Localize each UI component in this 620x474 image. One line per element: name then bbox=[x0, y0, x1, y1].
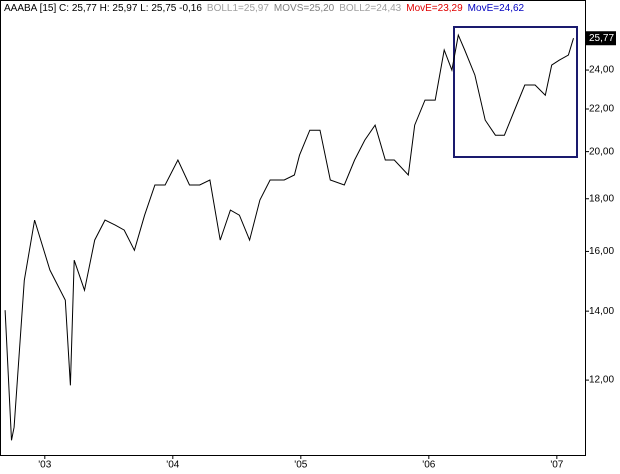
y-tick-label: 22,00 bbox=[589, 104, 614, 115]
y-tick-label: 18,00 bbox=[589, 193, 614, 204]
last-value-box bbox=[586, 31, 616, 46]
indicator: MovE=24,62 bbox=[468, 3, 525, 14]
x-tick-label: '05 bbox=[294, 460, 307, 471]
last-value-label: 25,77 bbox=[589, 33, 614, 44]
x-tick-label: '03 bbox=[38, 460, 51, 471]
plot-frame bbox=[0, 0, 586, 456]
y-tick-label: 24,00 bbox=[589, 65, 614, 76]
y-tick-label: 20,00 bbox=[589, 146, 614, 157]
x-tick-label: '06 bbox=[422, 460, 435, 471]
y-tick-label: 14,00 bbox=[589, 306, 614, 317]
price-line bbox=[4, 33, 574, 441]
indicator: MovE=23,29 bbox=[406, 3, 463, 14]
header: AAABA [15] C: 25,77 H: 25,97 L: 25,75 -0… bbox=[4, 3, 525, 14]
indicator: BOLL1=25,97 bbox=[207, 3, 269, 14]
highlight-box bbox=[453, 26, 578, 158]
y-tick-label: 16,00 bbox=[589, 246, 614, 257]
chart-title: AAABA [15] C: 25,77 H: 25,97 L: 25,75 -0… bbox=[4, 3, 202, 14]
y-tick-label: 12,00 bbox=[589, 375, 614, 386]
indicator: BOLL2=24,43 bbox=[339, 3, 401, 14]
indicator: MOVS=25,20 bbox=[274, 3, 335, 14]
x-tick-label: '07 bbox=[550, 460, 563, 471]
x-tick-label: '04 bbox=[166, 460, 179, 471]
